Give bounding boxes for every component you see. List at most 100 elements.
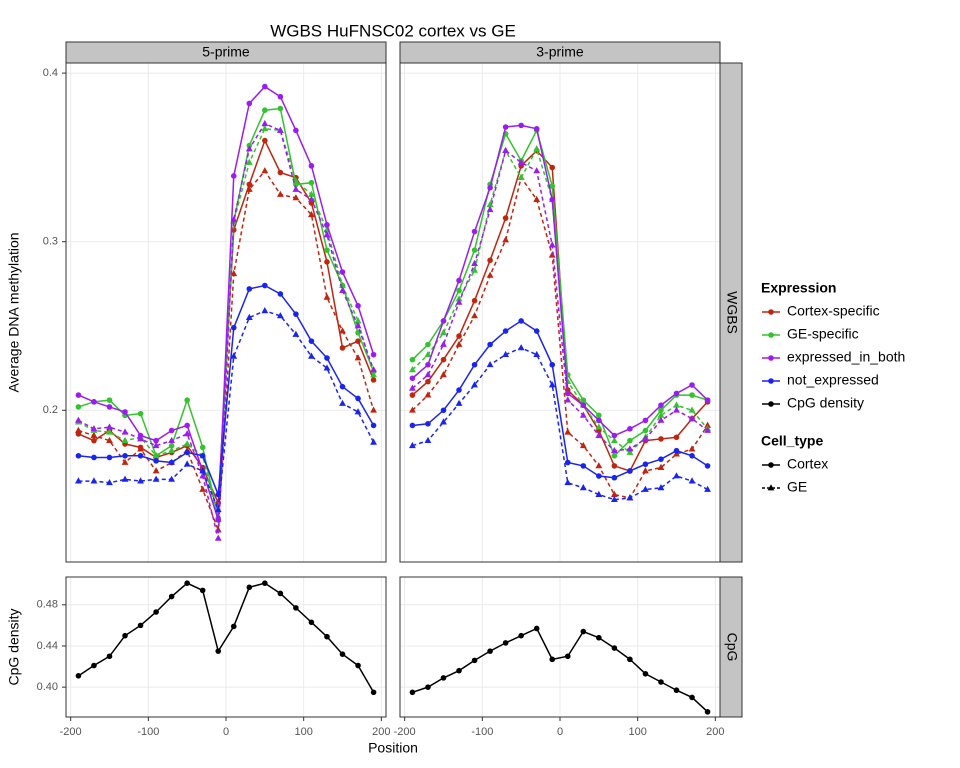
point — [440, 407, 447, 414]
point — [339, 399, 346, 406]
point — [549, 183, 556, 189]
legend-label: not_expressed — [787, 372, 879, 388]
point — [75, 477, 82, 484]
point — [261, 119, 269, 127]
point — [370, 377, 377, 383]
legend-title: Expression — [761, 280, 836, 296]
point — [548, 381, 556, 388]
point — [471, 259, 478, 267]
point — [308, 352, 315, 359]
point — [261, 307, 269, 314]
point — [184, 580, 190, 586]
point — [91, 399, 97, 405]
point — [152, 441, 160, 449]
point — [277, 590, 284, 597]
point — [642, 485, 649, 492]
point — [471, 297, 478, 304]
point — [152, 475, 160, 482]
point — [424, 350, 432, 358]
point — [487, 257, 493, 264]
point — [596, 634, 602, 641]
point — [627, 437, 633, 444]
point — [642, 427, 649, 434]
point — [456, 667, 462, 674]
point — [152, 467, 160, 474]
point — [658, 679, 664, 685]
point — [75, 416, 82, 423]
point — [409, 356, 416, 363]
point — [471, 312, 478, 319]
point — [339, 345, 346, 351]
point — [199, 472, 207, 479]
point — [456, 387, 462, 393]
point — [611, 474, 618, 481]
point — [409, 384, 416, 391]
point — [277, 169, 284, 176]
point — [323, 364, 331, 371]
point — [324, 247, 330, 253]
point — [610, 436, 618, 444]
point — [455, 298, 463, 305]
point — [323, 293, 331, 300]
point — [354, 322, 362, 329]
point — [183, 460, 191, 467]
point — [486, 205, 494, 213]
series-line — [78, 582, 375, 693]
point — [277, 93, 284, 100]
point — [137, 477, 144, 484]
point — [122, 452, 128, 459]
point — [424, 391, 432, 398]
point — [424, 436, 432, 444]
point — [324, 222, 330, 228]
point — [486, 271, 494, 278]
point — [215, 517, 222, 523]
point — [153, 437, 159, 444]
x-tick-label: 200 — [372, 726, 390, 738]
point — [425, 684, 431, 690]
point — [355, 302, 361, 309]
point — [486, 360, 494, 368]
series-line — [412, 347, 708, 501]
legend-marker — [768, 401, 774, 407]
series-line — [411, 128, 708, 458]
column-strip-label: 3-prime — [536, 44, 584, 60]
point — [262, 580, 268, 586]
point — [471, 247, 478, 253]
legend-marker — [768, 355, 774, 361]
series-line — [78, 169, 375, 531]
point — [688, 406, 696, 413]
x-tick-label: -100 — [137, 726, 159, 738]
point — [518, 632, 524, 639]
y-tick-label: 0.48 — [37, 599, 58, 611]
point — [199, 485, 207, 492]
point — [354, 317, 362, 324]
point — [262, 137, 268, 144]
point — [455, 399, 463, 406]
point — [424, 371, 432, 378]
point — [627, 426, 633, 432]
point — [168, 446, 176, 454]
y-tick-label: 0.4 — [43, 67, 58, 79]
point — [673, 406, 680, 413]
point — [471, 228, 478, 235]
point — [106, 397, 113, 403]
point — [354, 408, 362, 415]
point — [370, 371, 377, 378]
point — [137, 452, 144, 459]
point — [440, 318, 447, 324]
point — [440, 356, 447, 363]
point — [409, 392, 416, 398]
point — [122, 409, 128, 415]
point — [689, 382, 695, 388]
point — [214, 505, 222, 513]
point — [517, 158, 525, 165]
point — [502, 215, 509, 221]
point — [370, 422, 377, 429]
point — [91, 437, 97, 444]
point — [246, 181, 253, 188]
point — [704, 426, 711, 433]
point — [106, 436, 113, 444]
point — [611, 645, 618, 651]
point — [230, 623, 237, 630]
legend-label: GE-specific — [787, 326, 859, 342]
